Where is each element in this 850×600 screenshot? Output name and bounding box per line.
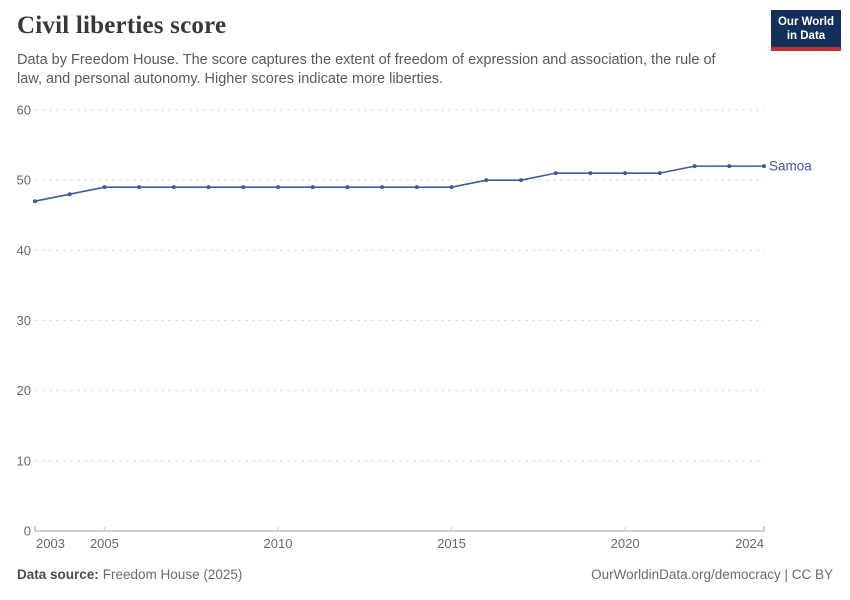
owid-logo-line1: Our World bbox=[777, 16, 834, 28]
entity-label[interactable]: Samoa bbox=[769, 159, 812, 174]
data-source-value: Freedom House (2025) bbox=[102, 567, 243, 582]
x-tick-label: 2005 bbox=[90, 536, 119, 551]
data-point[interactable] bbox=[762, 164, 766, 169]
y-tick-label: 40 bbox=[17, 243, 31, 258]
data-point[interactable] bbox=[484, 178, 489, 183]
y-tick-label: 60 bbox=[17, 103, 31, 118]
x-tick-label: 2015 bbox=[437, 536, 466, 551]
data-point[interactable] bbox=[276, 185, 280, 190]
x-tick-label: 2010 bbox=[264, 536, 293, 551]
y-tick-label: 0 bbox=[24, 524, 31, 539]
line-chart[interactable]: 0 10 20 30 40 50 60 2003 2005 2010 2015 2020 2024 Sam… bbox=[0, 95, 850, 565]
data-point[interactable] bbox=[345, 185, 350, 190]
data-point[interactable] bbox=[414, 185, 419, 190]
page-title: Civil liberties score bbox=[17, 12, 227, 39]
chart-footer: Data source: Freedom House (2025) OurWorl… bbox=[17, 567, 833, 582]
data-point[interactable] bbox=[727, 164, 732, 169]
y-tick-label: 10 bbox=[17, 453, 31, 468]
data-point[interactable] bbox=[241, 185, 246, 190]
data-point[interactable] bbox=[33, 199, 37, 204]
y-tick-label: 20 bbox=[17, 383, 31, 398]
data-point[interactable] bbox=[449, 185, 454, 190]
data-point[interactable] bbox=[692, 164, 697, 169]
owid-logo[interactable]: Our World in Data bbox=[771, 10, 841, 51]
x-tick-label: 2020 bbox=[611, 536, 640, 551]
data-point[interactable] bbox=[171, 185, 176, 190]
data-source-label: Data source: bbox=[17, 567, 99, 582]
x-tick-label: 2003 bbox=[36, 536, 65, 551]
data-point[interactable] bbox=[553, 171, 558, 176]
data-point[interactable] bbox=[588, 171, 593, 176]
data-point[interactable] bbox=[519, 178, 523, 183]
data-point[interactable] bbox=[380, 185, 385, 190]
series-line[interactable] bbox=[34, 165, 764, 203]
data-point[interactable] bbox=[67, 192, 72, 197]
chart-subtitle: Data by Freedom House. The score capture… bbox=[17, 52, 716, 87]
data-point[interactable] bbox=[137, 185, 142, 190]
y-tick-label: 30 bbox=[17, 313, 31, 328]
y-tick-label: 50 bbox=[17, 173, 31, 188]
data-point[interactable] bbox=[102, 185, 107, 190]
footer-link[interactable]: OurWorldinData.org/democracy | CC BY bbox=[591, 567, 833, 582]
data-point[interactable] bbox=[623, 171, 628, 176]
x-tick-label: 2024 bbox=[735, 536, 764, 551]
data-source: Data source: Freedom House (2025) bbox=[17, 567, 242, 582]
owid-logo-line2: in Data bbox=[786, 30, 826, 42]
data-point[interactable] bbox=[310, 185, 315, 190]
data-point[interactable] bbox=[657, 171, 662, 176]
data-point[interactable] bbox=[206, 185, 211, 190]
